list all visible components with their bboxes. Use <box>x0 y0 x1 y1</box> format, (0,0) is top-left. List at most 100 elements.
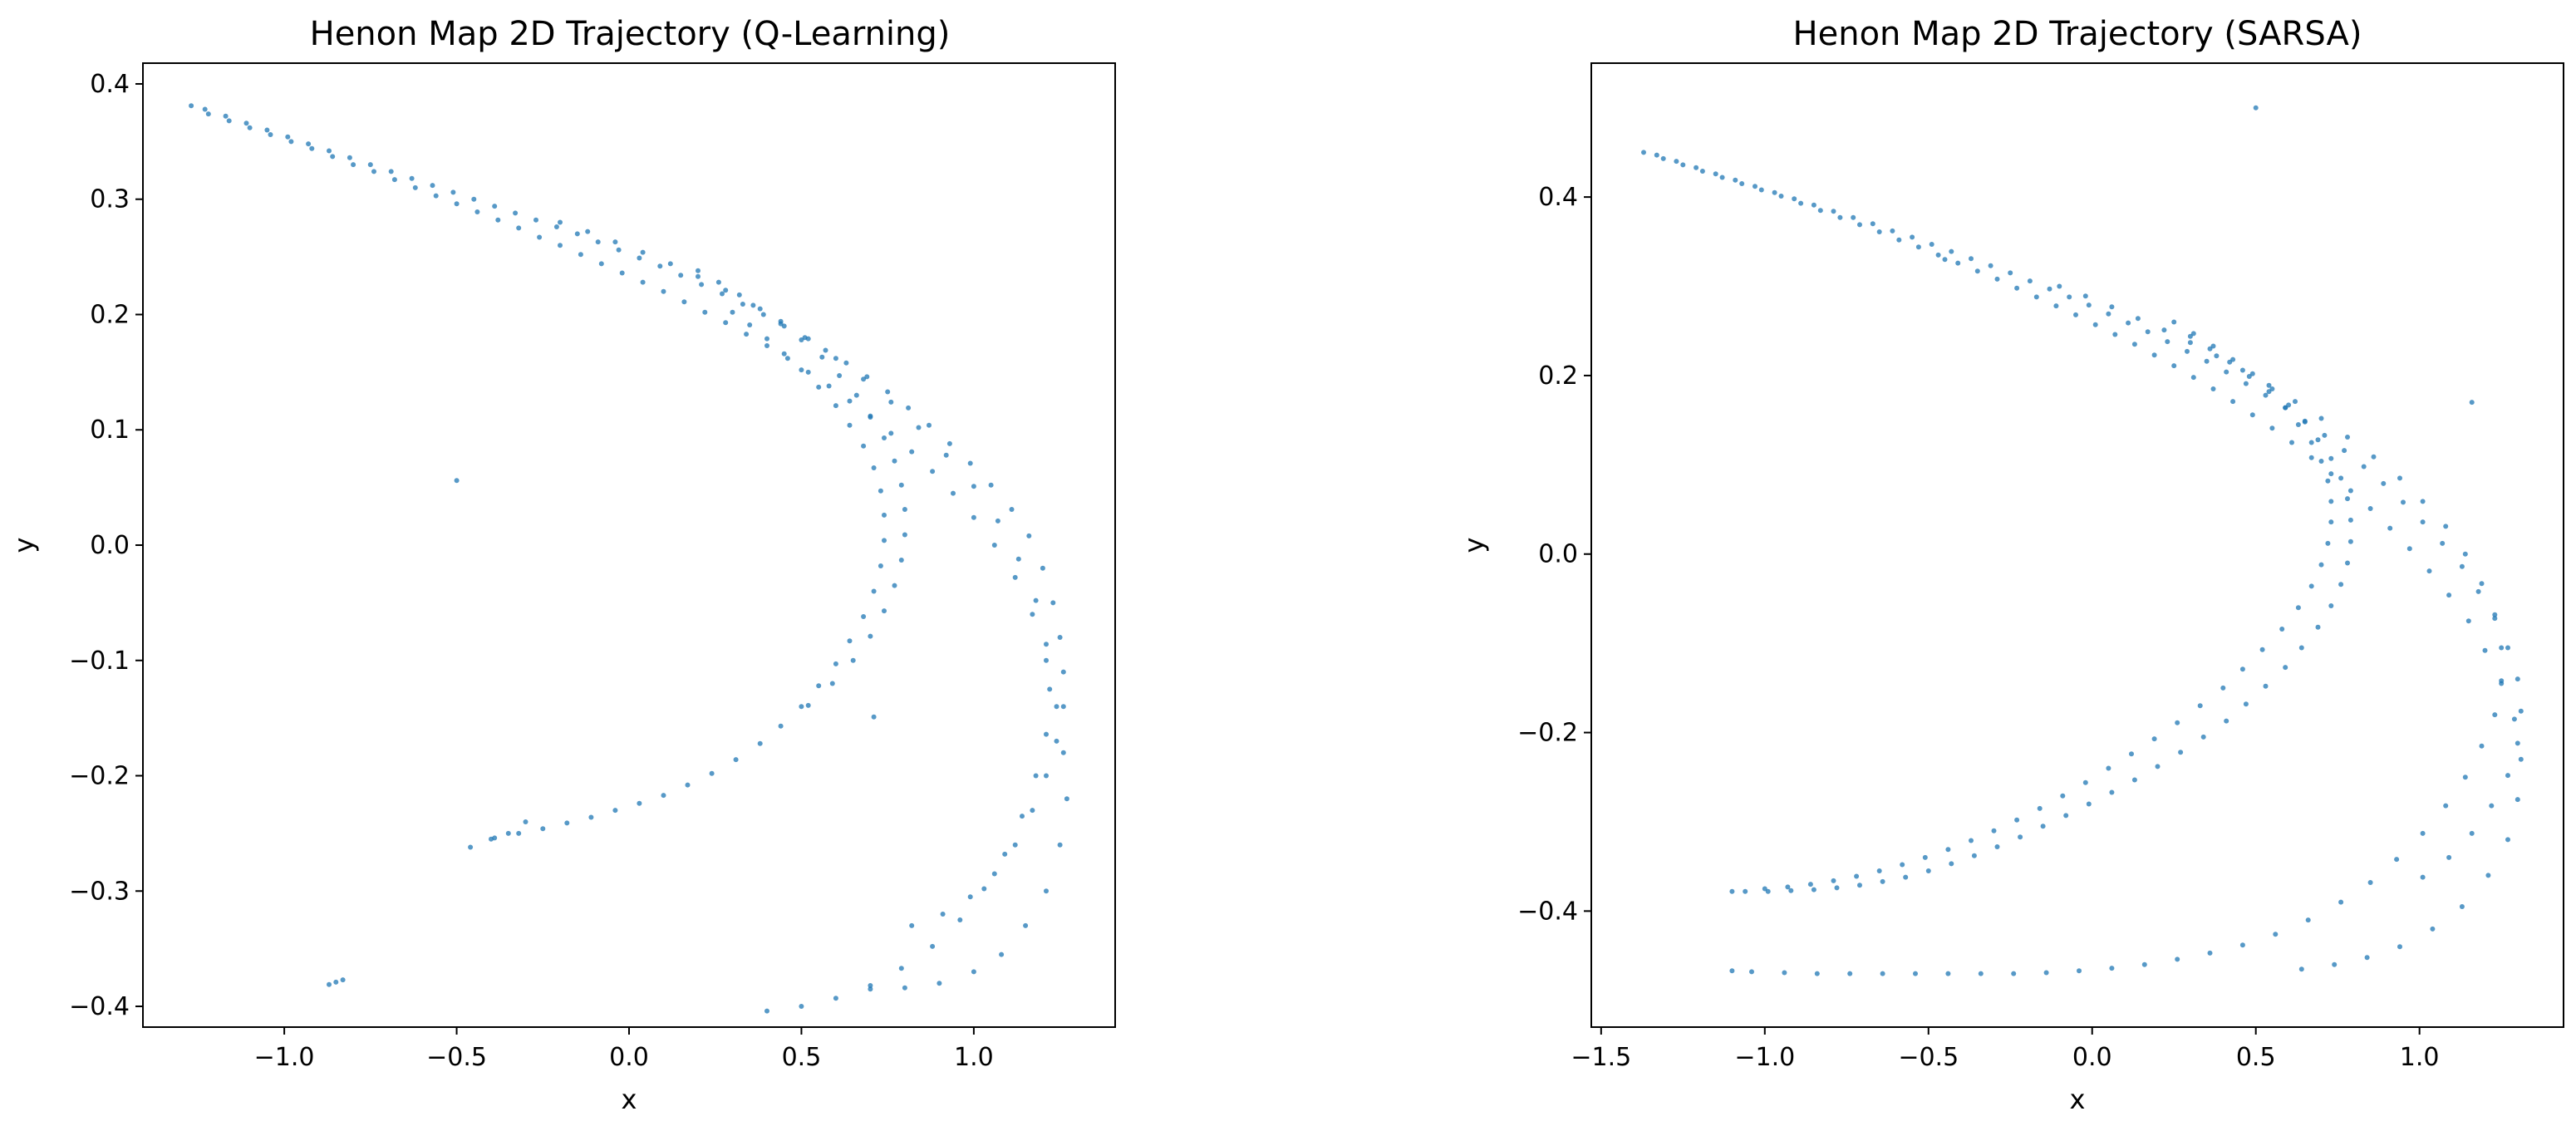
scatter-point <box>799 704 804 710</box>
scatter-point <box>1837 214 1843 220</box>
scatter-point <box>882 512 887 518</box>
scatter-point <box>2224 369 2229 375</box>
scatter-point <box>2459 904 2465 909</box>
scatter-point <box>1971 853 1977 858</box>
x-axis-label: x <box>622 1084 637 1115</box>
scatter-point <box>1023 922 1029 928</box>
scatter-point <box>2420 519 2426 525</box>
scatter-point <box>2063 813 2069 819</box>
scatter-point <box>778 723 784 729</box>
scatter-point <box>2082 779 2088 785</box>
scatter-point <box>1935 252 1941 258</box>
scatter-point <box>558 219 563 225</box>
y-tick-label: −0.2 <box>1517 719 1578 748</box>
scatter-point <box>1949 861 1954 867</box>
x-tick-label: −1.0 <box>254 1043 315 1072</box>
scatter-point <box>2273 932 2279 937</box>
scatter-point <box>513 210 519 216</box>
scatter-point <box>805 336 811 342</box>
scatter-point <box>516 225 522 231</box>
scatter-point <box>709 770 715 776</box>
scatter-point <box>861 443 867 449</box>
scatter-point <box>1792 196 1797 202</box>
scatter-point <box>2345 496 2350 502</box>
scatter-point <box>340 977 346 983</box>
scatter-point <box>1798 200 1804 206</box>
scatter-point <box>391 177 397 183</box>
y-axis-label: y <box>8 538 40 553</box>
scatter-point <box>2492 712 2498 718</box>
scatter-point <box>764 343 769 348</box>
scatter-point <box>2485 873 2491 878</box>
scatter-point <box>2230 399 2236 405</box>
scatter-point <box>799 367 804 373</box>
scatter-point <box>1026 533 1032 538</box>
scatter-point <box>1817 208 1823 214</box>
scatter-point <box>1913 971 1918 976</box>
scatter-point <box>2145 329 2151 335</box>
scatter-point <box>1811 202 1816 208</box>
scatter-point <box>2014 285 2020 291</box>
scatter-point <box>2227 359 2233 365</box>
scatter-point <box>681 299 687 305</box>
scatter-point <box>2060 793 2066 799</box>
scatter-point <box>696 268 701 273</box>
scatter-point <box>2499 645 2505 651</box>
plot-frame <box>1590 62 2564 1028</box>
scatter-point <box>1955 260 1961 266</box>
scatter-point <box>1020 814 1025 819</box>
scatter-point <box>2200 734 2206 740</box>
scatter-point <box>1945 971 1951 976</box>
y-tick-label: −0.2 <box>69 762 130 791</box>
scatter-point <box>637 255 642 261</box>
scatter-point <box>1880 971 1885 976</box>
scatter-point <box>454 478 460 484</box>
scatter-point <box>757 306 763 312</box>
scatter-point <box>991 871 997 877</box>
scatter-point <box>564 820 570 826</box>
scatter-point <box>189 103 194 109</box>
scatter-point <box>971 514 976 520</box>
scatter-point <box>2499 678 2505 684</box>
scatter-point <box>1834 885 1840 891</box>
scatter-point <box>1778 194 1784 199</box>
scatter-point <box>1857 222 1862 228</box>
scatter-point <box>1044 773 1049 779</box>
scatter-point <box>1890 228 1895 234</box>
scatter-point <box>2151 352 2157 358</box>
scatter-point <box>2011 971 2017 976</box>
scatter-point <box>878 563 883 568</box>
scatter-point <box>2033 294 2039 300</box>
y-tick-label: 0.0 <box>1538 540 1578 569</box>
scatter-point <box>2318 562 2324 568</box>
scatter-point <box>760 312 766 317</box>
scatter-point <box>2387 525 2393 531</box>
scatter-point <box>2338 582 2344 588</box>
scatter-point <box>2092 322 2098 327</box>
scatter-point <box>1772 189 1777 195</box>
scatter-point <box>1054 738 1059 744</box>
scatter-point <box>871 714 877 720</box>
scatter-point <box>784 356 790 361</box>
x-tick-label: 0.0 <box>2072 1043 2112 1072</box>
scatter-point <box>2249 371 2255 376</box>
scatter-point <box>2057 283 2062 289</box>
scatter-point <box>2293 399 2298 405</box>
scatter-point <box>412 184 418 190</box>
scatter-point <box>885 389 891 395</box>
scatter-point <box>971 484 976 489</box>
y-tick-label: 0.2 <box>90 300 130 329</box>
scatter-point <box>553 224 559 229</box>
scatter-point <box>2371 454 2377 460</box>
scatter-point <box>2308 583 2314 589</box>
scatter-point <box>474 209 480 214</box>
scatter-point <box>750 302 756 308</box>
scatter-point <box>764 1008 769 1014</box>
scatter-point <box>1674 159 1679 165</box>
scatter-point <box>1788 888 1794 893</box>
scatter-point <box>2178 750 2184 755</box>
y-tick-label: −0.4 <box>69 992 130 1021</box>
scatter-point <box>492 204 498 209</box>
scatter-point <box>351 162 356 168</box>
scatter-point <box>2426 568 2432 574</box>
